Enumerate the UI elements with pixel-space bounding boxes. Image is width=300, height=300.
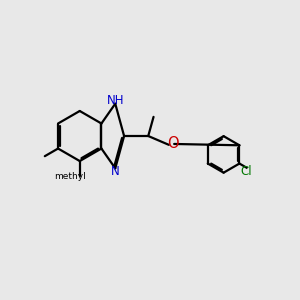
Text: N: N [111, 165, 120, 178]
Text: methyl: methyl [54, 172, 86, 181]
Text: Cl: Cl [241, 165, 252, 178]
Text: NH: NH [107, 94, 124, 107]
Text: O: O [167, 136, 179, 152]
